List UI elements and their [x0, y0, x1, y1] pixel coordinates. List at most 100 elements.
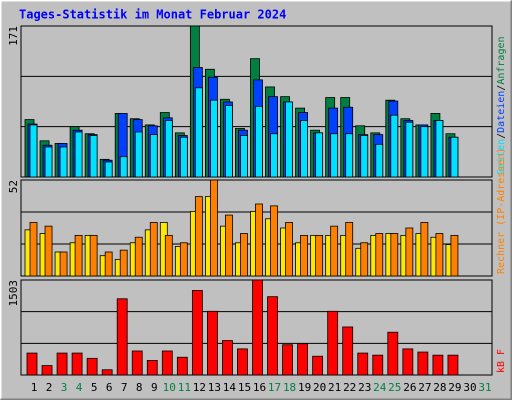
y-tick-label: 52	[7, 180, 20, 193]
bar	[209, 99, 218, 178]
x-tick-label: 7	[121, 381, 128, 394]
bar	[176, 356, 188, 376]
bar	[405, 227, 414, 277]
x-tick-label: 12	[193, 381, 206, 394]
bar	[161, 350, 173, 376]
legend: Seiten/Dateien/Anfragen	[496, 36, 507, 175]
bar	[375, 143, 384, 178]
bar	[342, 326, 354, 376]
legend-entry: Rechner (IP-Adressen)	[496, 148, 507, 274]
x-tick-label: 4	[76, 381, 83, 394]
bar	[146, 359, 158, 376]
bar	[44, 146, 53, 178]
bar	[312, 355, 324, 376]
bar	[375, 233, 384, 277]
bar	[420, 222, 429, 277]
bar	[240, 233, 248, 277]
bar	[450, 136, 459, 178]
bar	[360, 135, 369, 178]
bar	[345, 133, 354, 178]
bar	[285, 222, 293, 277]
x-tick-label: 10	[163, 381, 176, 394]
x-tick-label: 16	[253, 381, 266, 394]
bar	[71, 352, 83, 376]
bar	[119, 156, 128, 178]
x-tick-label: 27	[418, 381, 431, 394]
bar	[89, 135, 98, 178]
x-tick-label: 17	[268, 381, 281, 394]
bar	[74, 131, 83, 178]
x-tick-label: 8	[136, 381, 143, 394]
bar	[270, 205, 278, 277]
y-tick-label: 1503	[7, 280, 20, 307]
bar	[405, 121, 414, 178]
x-tick-label: 31	[478, 381, 491, 394]
bar	[179, 136, 188, 178]
bar	[447, 354, 459, 376]
bar	[315, 132, 324, 178]
bar	[435, 120, 444, 178]
x-tick-label: 9	[151, 381, 158, 394]
bar	[315, 234, 324, 277]
x-tick-label: 13	[208, 381, 221, 394]
bar	[300, 234, 309, 277]
bar	[59, 146, 68, 178]
bar	[420, 126, 429, 178]
bar	[104, 251, 113, 277]
bar	[282, 344, 293, 376]
legend-entry: kB F	[496, 349, 507, 373]
bar	[44, 225, 53, 277]
bar	[357, 352, 369, 376]
bar	[417, 351, 429, 376]
x-tick-label: 5	[91, 381, 98, 394]
bar	[164, 234, 173, 277]
bar	[372, 354, 384, 376]
bar	[255, 203, 263, 277]
y-tick-label: 171	[7, 26, 20, 46]
bar	[240, 135, 248, 178]
bar	[390, 114, 399, 178]
x-tick-label: 15	[238, 381, 251, 394]
bar	[119, 249, 128, 277]
bar	[285, 101, 293, 178]
bar	[345, 222, 354, 277]
bar	[194, 196, 203, 277]
x-tick-label: 11	[178, 381, 191, 394]
bar	[267, 296, 278, 376]
bar	[101, 369, 113, 376]
bar	[432, 354, 444, 376]
bar	[237, 348, 248, 376]
bar	[206, 310, 218, 376]
bar	[149, 134, 158, 178]
bar	[225, 105, 233, 178]
bar	[390, 233, 399, 277]
x-tick-label: 28	[433, 381, 446, 394]
x-tick-label: 20	[313, 381, 326, 394]
x-tick-label: 22	[343, 381, 356, 394]
bar	[330, 133, 339, 178]
x-tick-label: 19	[298, 381, 311, 394]
x-tick-label: 18	[283, 381, 296, 394]
bar	[300, 120, 309, 178]
bar	[225, 214, 233, 277]
bar	[59, 251, 68, 277]
bar	[131, 350, 143, 376]
x-tick-label: 26	[403, 381, 416, 394]
x-tick-label: 6	[106, 381, 113, 394]
bar	[179, 242, 188, 277]
x-tick-label: 29	[448, 381, 461, 394]
bar	[330, 225, 339, 277]
bar	[29, 124, 38, 178]
x-tick-label: 23	[358, 381, 371, 394]
legend-separator: /	[496, 133, 507, 139]
bar	[360, 242, 369, 277]
legend: kB F	[496, 349, 507, 373]
x-tick-label: 2	[46, 381, 53, 394]
bar	[297, 343, 309, 376]
x-tick-label: 24	[373, 381, 387, 394]
bar	[41, 365, 53, 376]
bar	[435, 233, 444, 277]
bar	[56, 352, 68, 376]
bar	[194, 87, 203, 178]
